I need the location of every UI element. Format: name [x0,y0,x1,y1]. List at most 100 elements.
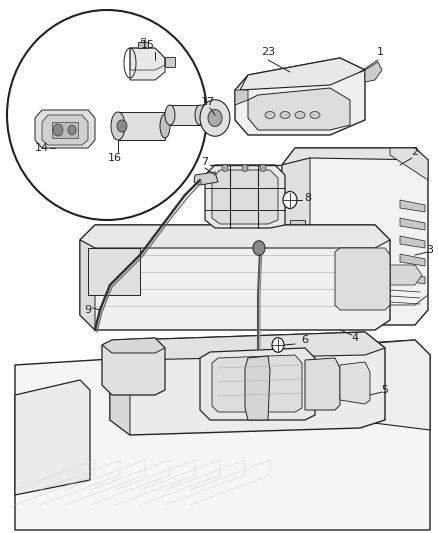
Text: 23: 23 [261,47,275,57]
Circle shape [186,451,191,457]
Circle shape [248,451,254,457]
Text: 3: 3 [427,245,434,255]
Circle shape [81,395,85,401]
Circle shape [343,493,347,499]
Circle shape [216,521,222,527]
Circle shape [186,367,191,373]
Circle shape [364,493,368,499]
Circle shape [332,395,338,401]
Circle shape [300,465,305,471]
Circle shape [81,451,85,457]
Circle shape [321,521,326,527]
Circle shape [81,423,85,429]
Circle shape [283,191,297,208]
Circle shape [311,451,317,457]
Circle shape [28,437,32,443]
Circle shape [300,493,305,499]
Circle shape [396,367,400,373]
Circle shape [321,437,326,443]
Text: 2: 2 [411,147,419,157]
Circle shape [321,409,326,415]
Circle shape [91,409,95,415]
Circle shape [279,493,285,499]
Circle shape [81,479,85,485]
Circle shape [208,109,222,126]
Circle shape [165,507,170,513]
Circle shape [123,507,127,513]
Circle shape [18,451,22,457]
Circle shape [102,507,106,513]
Circle shape [174,465,180,471]
Polygon shape [245,356,270,420]
Circle shape [332,367,338,373]
Polygon shape [15,340,430,530]
Circle shape [112,437,117,443]
Circle shape [174,381,180,387]
Circle shape [417,367,421,373]
Circle shape [53,124,63,136]
Circle shape [343,521,347,527]
Circle shape [353,507,358,513]
Circle shape [396,451,400,457]
Circle shape [153,465,159,471]
Ellipse shape [295,111,305,118]
Circle shape [112,493,117,499]
Circle shape [260,164,266,172]
Circle shape [123,423,127,429]
Circle shape [332,479,338,485]
Circle shape [144,367,148,373]
Circle shape [216,493,222,499]
Circle shape [406,437,410,443]
Circle shape [206,367,212,373]
Text: 16: 16 [108,153,122,163]
Circle shape [39,507,43,513]
Circle shape [364,437,368,443]
Circle shape [39,451,43,457]
Circle shape [216,381,222,387]
Circle shape [374,367,379,373]
Circle shape [321,493,326,499]
Circle shape [123,451,127,457]
Circle shape [279,521,285,527]
Circle shape [279,381,285,387]
Polygon shape [212,355,302,412]
Circle shape [206,451,212,457]
Circle shape [258,409,264,415]
Circle shape [112,521,117,527]
Polygon shape [350,340,430,430]
Circle shape [242,164,248,172]
Circle shape [290,451,296,457]
Circle shape [396,423,400,429]
Polygon shape [35,110,95,148]
Circle shape [406,409,410,415]
Circle shape [248,367,254,373]
Circle shape [81,507,85,513]
Circle shape [206,423,212,429]
Circle shape [364,465,368,471]
Polygon shape [102,338,165,353]
Circle shape [70,381,74,387]
Circle shape [133,493,138,499]
Polygon shape [400,236,425,248]
Circle shape [144,423,148,429]
Circle shape [258,521,264,527]
Polygon shape [110,332,385,360]
Circle shape [279,437,285,443]
Circle shape [343,381,347,387]
Circle shape [269,507,275,513]
Circle shape [60,423,64,429]
Circle shape [237,521,243,527]
Polygon shape [390,148,428,180]
Circle shape [18,395,22,401]
Circle shape [311,507,317,513]
Circle shape [417,479,421,485]
Circle shape [39,395,43,401]
Circle shape [269,423,275,429]
Circle shape [300,381,305,387]
Circle shape [49,409,53,415]
Circle shape [300,437,305,443]
Circle shape [18,479,22,485]
Polygon shape [305,358,340,410]
Circle shape [186,507,191,513]
Circle shape [343,437,347,443]
